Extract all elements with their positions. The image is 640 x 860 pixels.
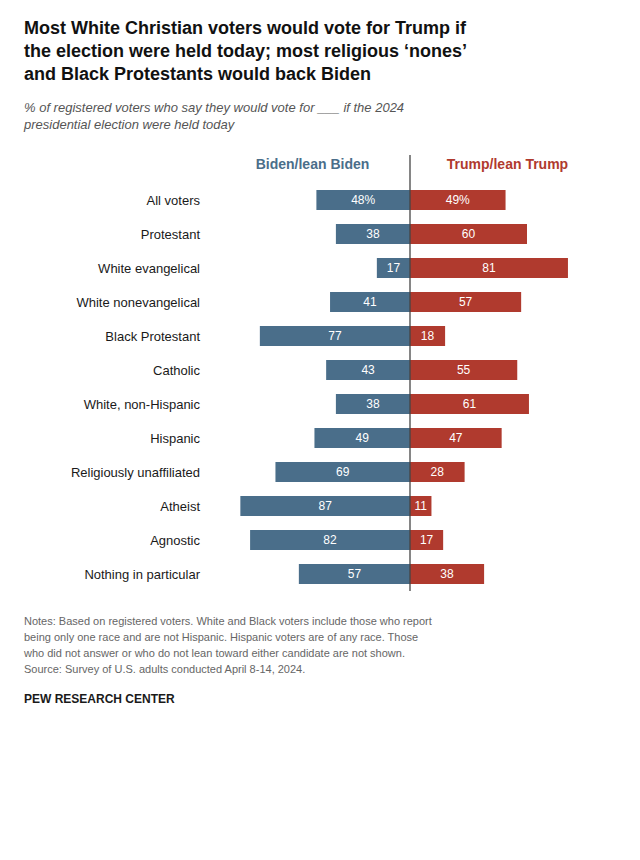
bar [240, 496, 410, 516]
bar [316, 190, 410, 210]
data-label: 38 [440, 567, 454, 581]
data-label: 17 [387, 261, 401, 275]
category-label: White nonevangelical [76, 295, 200, 310]
data-label: 69 [336, 465, 350, 479]
series-header: Biden/lean Biden [256, 156, 370, 172]
bar [410, 292, 521, 312]
bar [314, 428, 410, 448]
data-label: 61 [463, 397, 477, 411]
category-label: Nothing in particular [84, 567, 200, 582]
bar [250, 530, 410, 550]
data-label: 87 [318, 499, 332, 513]
data-label: 49 [356, 431, 370, 445]
data-label: 18 [421, 329, 435, 343]
text-line: being only one race and are not Hispanic… [24, 631, 418, 643]
text-line: and Black Protestants would back Biden [24, 64, 371, 84]
bar [299, 564, 410, 584]
data-label: 60 [462, 227, 476, 241]
notes: Notes: Based on registered voters. White… [23, 615, 432, 675]
data-label: 43 [361, 363, 375, 377]
text-line: the election were held today; most relig… [24, 41, 467, 61]
bar [410, 394, 529, 414]
bar [410, 326, 445, 346]
data-label: 55 [457, 363, 471, 377]
bar [326, 360, 410, 380]
data-label: 48% [351, 193, 375, 207]
category-label: Atheist [160, 499, 200, 514]
bar [336, 224, 410, 244]
text-line: Most White Christian voters would vote f… [24, 18, 467, 38]
background [0, 0, 640, 860]
data-label: 81 [482, 261, 496, 275]
category-label: All voters [147, 193, 201, 208]
bar [410, 428, 502, 448]
data-label: 49% [446, 193, 470, 207]
category-label: Religiously unaffiliated [71, 465, 200, 480]
labels: All voters 48% 49% Protestant 38 60 White evan… [71, 193, 496, 582]
bar [377, 258, 410, 278]
subtitle: % of registered voters who say they woul… [23, 100, 404, 132]
text-line: % of registered voters who say they woul… [24, 100, 404, 115]
data-label: 57 [459, 295, 473, 309]
bar [410, 530, 443, 550]
data-label: 38 [366, 397, 380, 411]
center-line [409, 155, 410, 591]
title: Most White Christian voters would vote f… [24, 18, 467, 84]
bar [260, 326, 410, 346]
category-label: White evangelical [98, 261, 200, 276]
bar [275, 462, 410, 482]
category-label: Hispanic [150, 431, 200, 446]
category-label: Protestant [141, 227, 201, 242]
bar [410, 564, 484, 584]
data-label: 17 [420, 533, 434, 547]
text-line: Notes: Based on registered voters. White… [24, 615, 432, 627]
data-label: 77 [328, 329, 342, 343]
text-line: Source: Survey of U.S. adults conducted … [24, 663, 305, 675]
data-label: 28 [431, 465, 445, 479]
bar [410, 496, 431, 516]
category-label: Black Protestant [105, 329, 200, 344]
bar [330, 292, 410, 312]
data-label: 57 [348, 567, 362, 581]
data-label: 41 [363, 295, 377, 309]
bar [410, 258, 568, 278]
bar [410, 360, 517, 380]
bar [410, 462, 465, 482]
text-line: presidential election were held today [23, 117, 236, 132]
data-label: 47 [449, 431, 463, 445]
bar [410, 190, 506, 210]
category-label: Catholic [153, 363, 200, 378]
data-label: 38 [366, 227, 380, 241]
category-label: Agnostic [150, 533, 200, 548]
series-header: Trump/lean Trump [447, 156, 568, 172]
category-label: White, non-Hispanic [84, 397, 201, 412]
bars [240, 190, 568, 584]
bar [410, 224, 527, 244]
data-label: 11 [414, 499, 427, 513]
source: PEW RESEARCH CENTER [24, 692, 175, 706]
text-line: who did not answer or who do not lean to… [23, 647, 405, 659]
data-label: 82 [323, 533, 337, 547]
chart: Most White Christian voters would vote f… [0, 0, 640, 860]
bar [336, 394, 410, 414]
